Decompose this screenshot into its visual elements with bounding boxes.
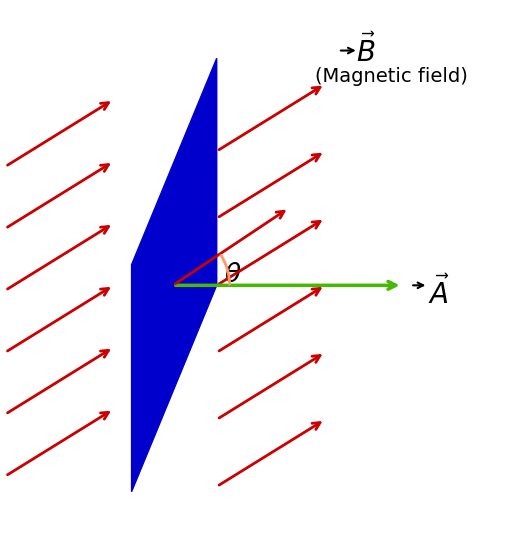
Text: $\vec{B}$: $\vec{B}$ [356, 34, 376, 68]
Text: $\vec{A}$: $\vec{A}$ [428, 276, 450, 310]
Text: $\theta$: $\theta$ [224, 262, 242, 288]
Text: (Magnetic field): (Magnetic field) [315, 67, 467, 86]
Polygon shape [132, 58, 217, 492]
